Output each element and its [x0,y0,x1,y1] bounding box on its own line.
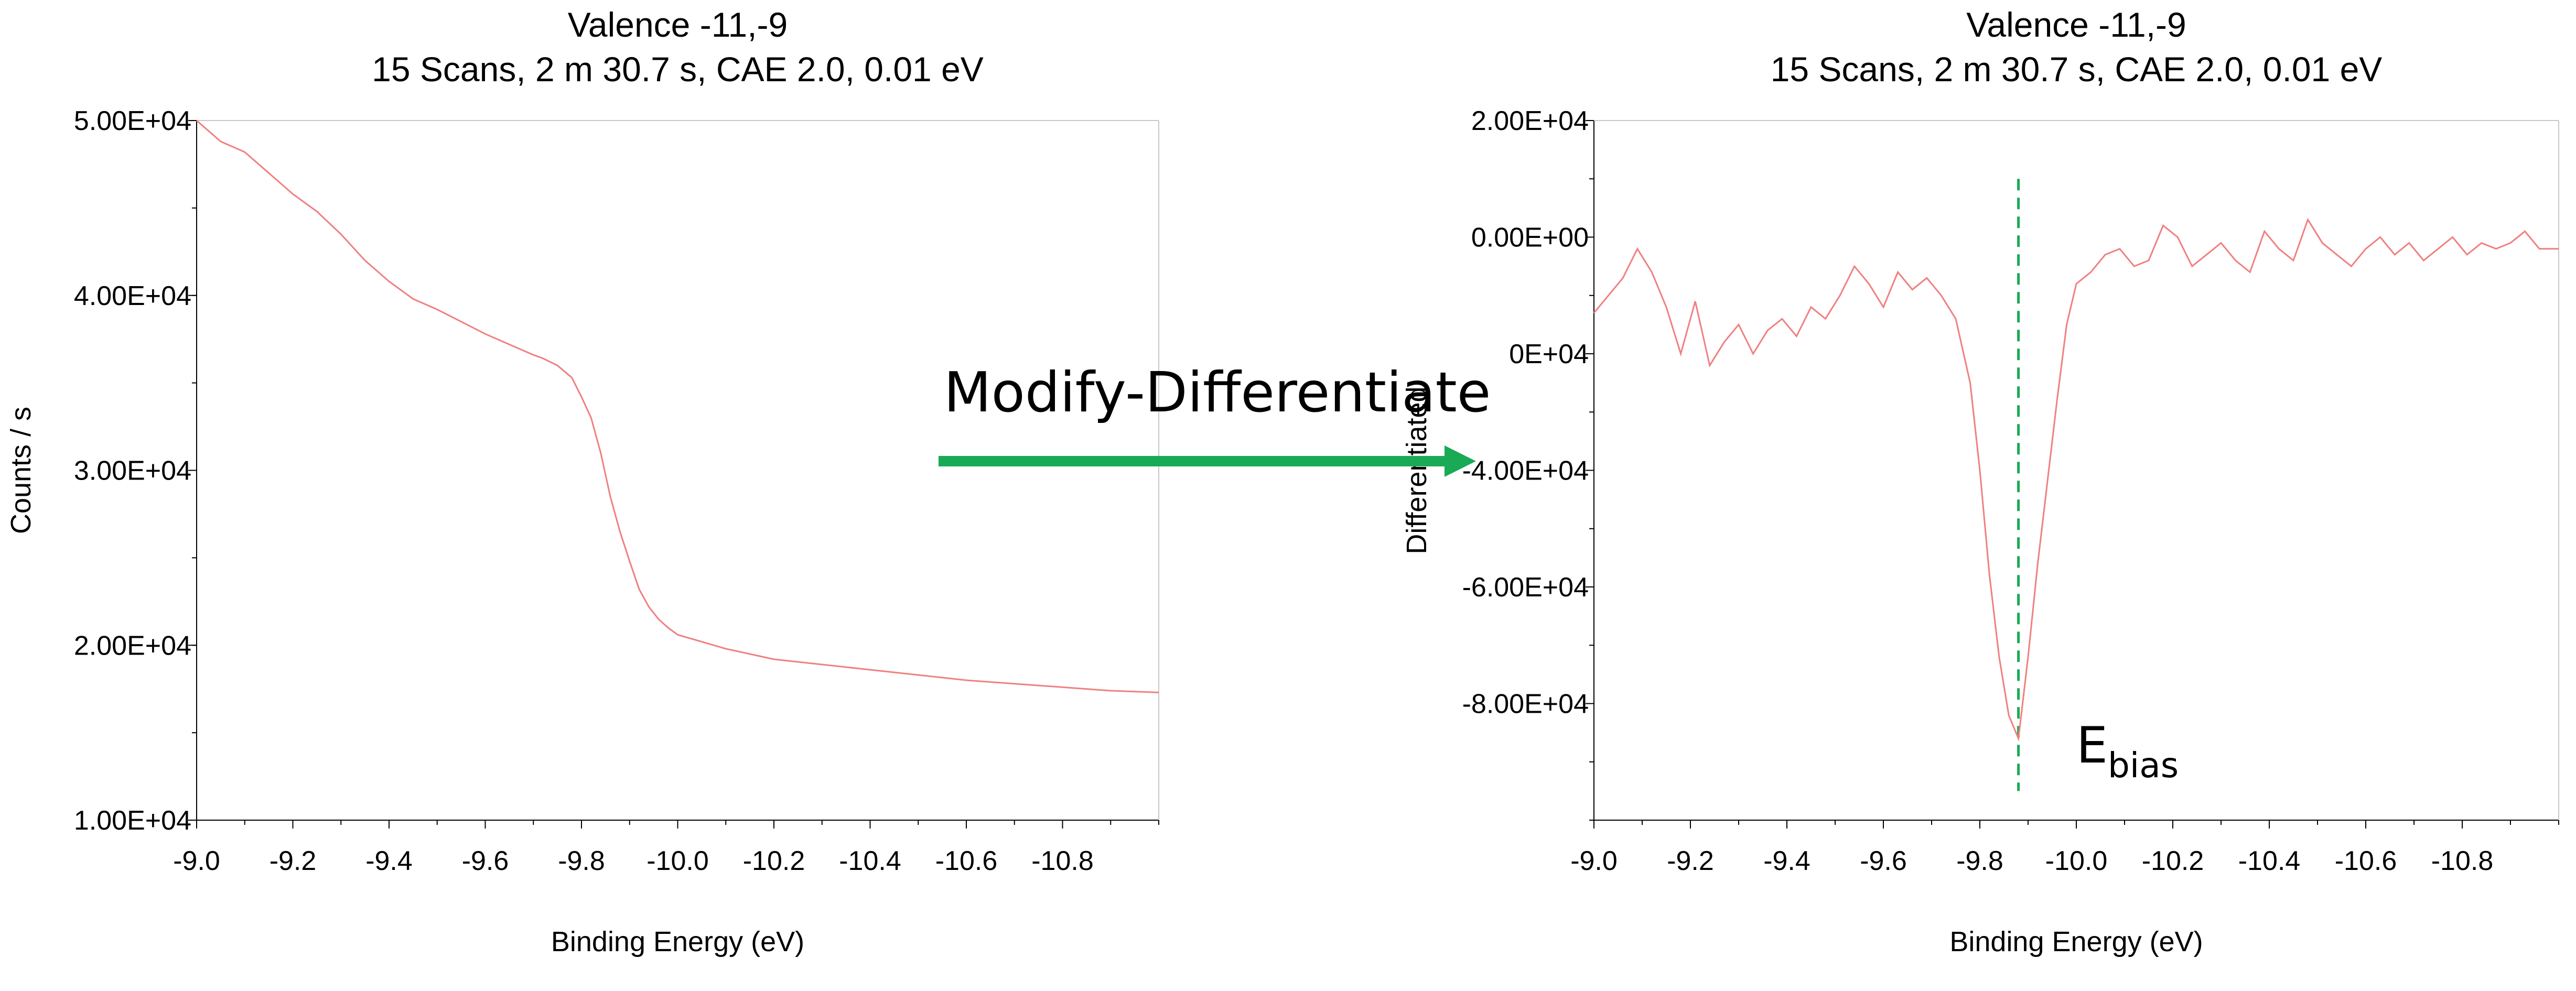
chart-subtitle: 15 Scans, 2 m 30.7 s, CAE 2.0, 0.01 eV [1771,50,2383,89]
x-tick-label: -9.0 [173,846,220,876]
x-tick-label: -9.2 [1667,846,1714,876]
x-tick-label: -10.2 [743,846,805,876]
ebias-subscript: bias [2108,745,2179,786]
x-tick-label: -9.8 [558,846,605,876]
chart-raw-counts: Valence -11,-9 15 Scans, 2 m 30.7 s, CAE … [5,5,1159,957]
y-tick-label: -4.00E+04 [1462,456,1589,486]
y-tick-label: -6.00E+04 [1462,572,1589,603]
x-axis-label: Binding Energy (eV) [551,926,804,957]
chart-differentiated: Valence -11,-9 15 Scans, 2 m 30.7 s, CAE … [1401,5,2559,957]
chart-title: Valence -11,-9 [1966,5,2186,44]
x-tick-label: -10.8 [1031,846,1094,876]
y-axis-label: Differentiated [1401,386,1432,554]
y-tick-label: 4.00E+04 [74,281,191,311]
y-tick-label: 1.00E+04 [74,805,191,836]
x-tick-label: -10.0 [646,846,709,876]
y-axis-label: Counts / s [5,407,37,534]
x-tick-label: -9.8 [1956,846,2003,876]
y-tick-label: 5.00E+04 [74,106,191,136]
chart-subtitle: 15 Scans, 2 m 30.7 s, CAE 2.0, 0.01 eV [372,50,984,89]
x-tick-label: -9.4 [1763,846,1810,876]
svg-text:Ebias: Ebias [2076,717,2179,786]
arrow-label: Modify-Differentiate [944,361,1491,424]
ebias-label: Ebias [2076,717,2179,786]
x-tick-label: -10.6 [935,846,998,876]
y-tick-label: 2.00E+04 [1471,106,1589,136]
series-line [1593,217,2559,742]
y-tick-label: 0E+04 [1509,339,1589,369]
x-axis-label: Binding Energy (eV) [1949,926,2203,957]
y-tick-label: 2.00E+04 [74,630,191,661]
arrow-head [1445,445,1476,477]
chart-title: Valence -11,-9 [568,5,788,44]
x-tick-label: -10.6 [2335,846,2397,876]
x-tick-label: -9.6 [462,846,509,876]
x-tick-label: -10.8 [2431,846,2494,876]
x-tick-label: -9.6 [1860,846,1907,876]
y-tick-label: -8.00E+04 [1462,689,1589,720]
x-tick-label: -9.2 [270,846,317,876]
x-tick-label: -10.0 [2045,846,2108,876]
x-tick-label: -10.2 [2142,846,2204,876]
x-tick-label: -9.0 [1570,846,1618,876]
modify-differentiate-arrow: Modify-Differentiate [939,361,1491,477]
x-tick-label: -10.4 [2238,846,2301,876]
y-tick-label: 3.00E+04 [74,456,191,486]
y-tick-label: 0.00E+00 [1471,223,1589,253]
series-line [196,119,1159,693]
x-tick-label: -9.4 [365,846,413,876]
x-tick-label: -10.4 [839,846,901,876]
ebias-main: E [2076,717,2108,775]
